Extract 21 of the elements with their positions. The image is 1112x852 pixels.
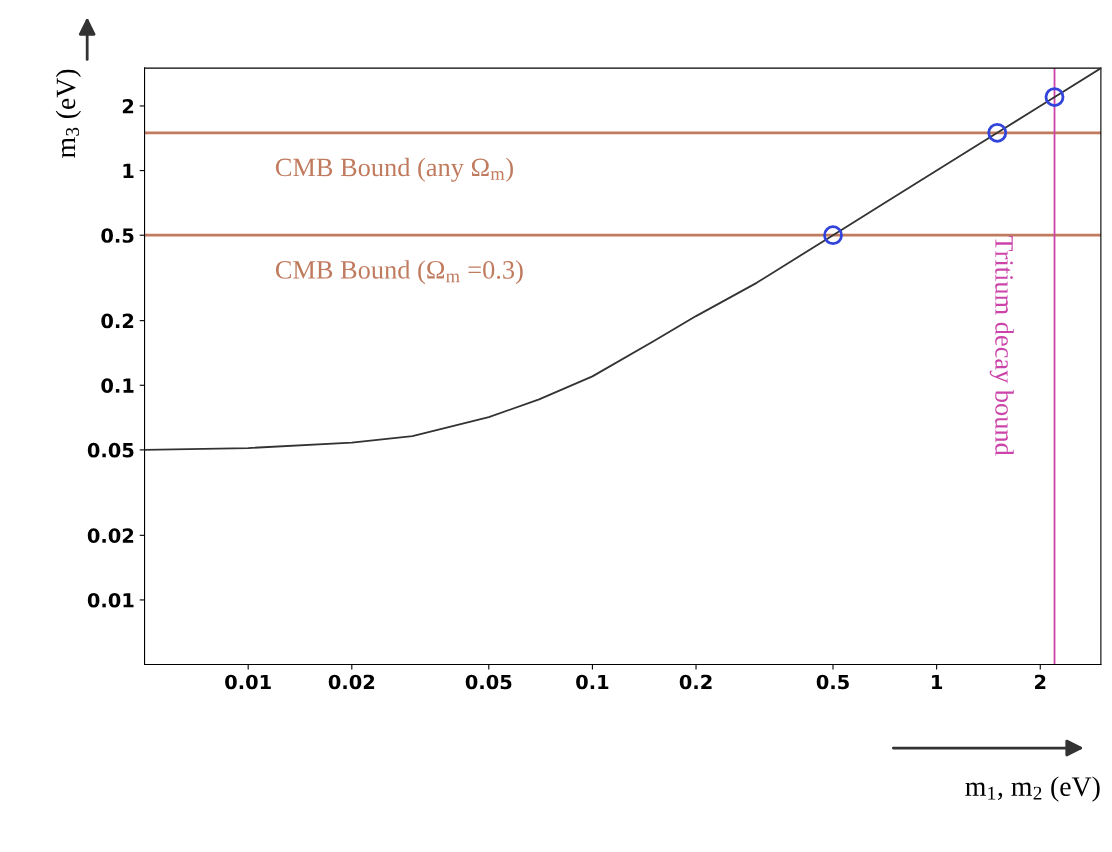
x-tick-label: 0.05 [465, 674, 512, 690]
y-axis-title: m$_{3}$ (eV) [55, 69, 81, 158]
ref-line-label: Tritium decay bound [989, 235, 1014, 456]
x-tick-label: 0.1 [576, 674, 609, 690]
x-tick-label: 0.5 [816, 674, 849, 690]
y-tick-label: 0.2 [101, 313, 134, 329]
x-tick-label: 1 [932, 674, 943, 690]
x-axis-title: m$_{1}$, m$_{2}$ (eV) [965, 776, 1100, 802]
annotation: CMB Bound (Ω$_{m}$ =0.3) [275, 260, 523, 285]
y-tick-label: 1 [123, 163, 134, 178]
y-tick-label: 0.05 [87, 442, 134, 458]
y-tick-label: 0.02 [87, 528, 134, 543]
y-tick-label: 0.01 [87, 592, 134, 608]
x-tick-label: 2 [1035, 674, 1046, 690]
annotation: CMB Bound (any Ω$_{m}$) [275, 157, 513, 182]
y-tick-label: 2 [122, 98, 134, 114]
x-tick-label: 0.2 [679, 674, 712, 690]
y-tick-label: 0.5 [101, 228, 134, 243]
x-tick-label: 0.01 [225, 674, 271, 690]
x-tick-label: 0.02 [328, 674, 375, 690]
y-tick-label: 0.1 [101, 378, 134, 393]
